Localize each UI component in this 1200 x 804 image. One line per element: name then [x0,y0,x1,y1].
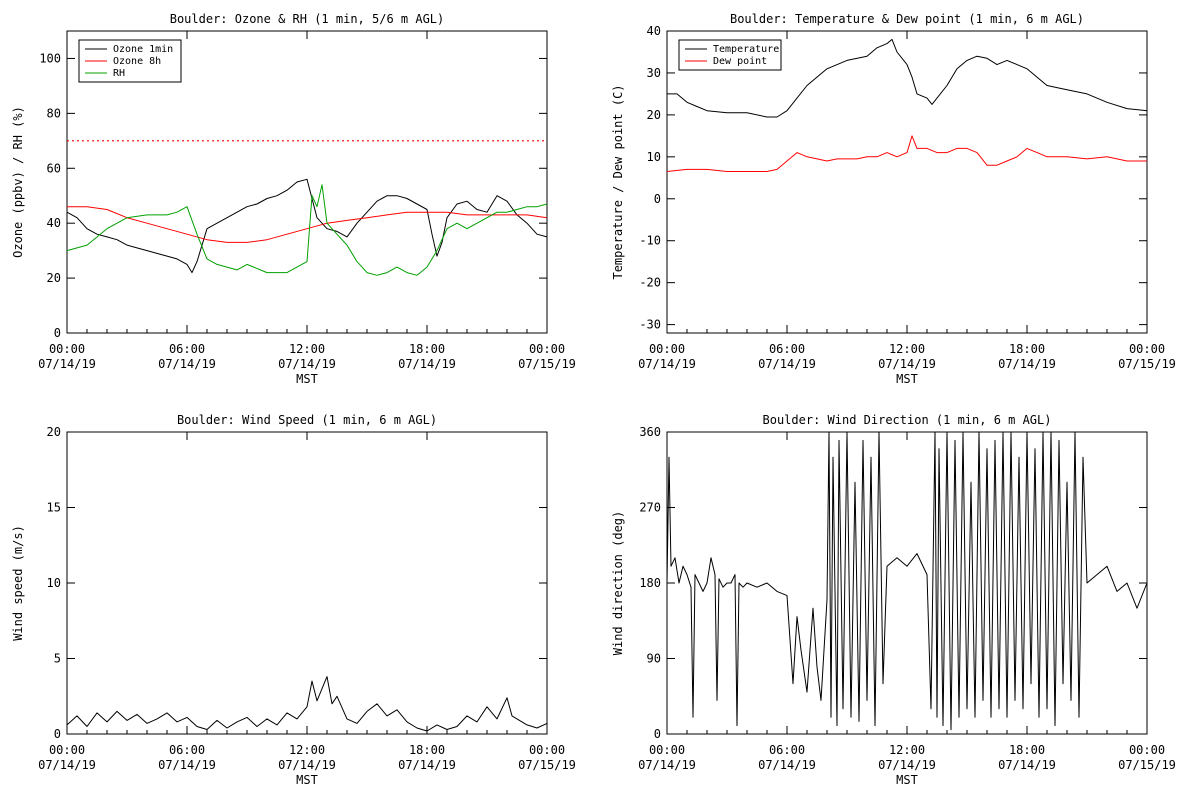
y-axis-label: Temperature / Dew point (C) [611,84,625,279]
y-tick-label: -20 [639,276,661,290]
x-tick-label-time: 00:00 [649,743,685,757]
x-tick-label-date: 07/14/19 [878,357,936,371]
series-line-rh [66,184,548,276]
y-tick-label: 0 [654,192,661,206]
series-line-dew-point [666,135,1147,172]
legend-label: Ozone 8h [113,56,161,67]
y-tick-label: 40 [47,216,61,230]
y-tick-label: 0 [54,326,61,340]
x-tick-label-date: 07/15/19 [1118,357,1176,371]
x-tick-label-date: 07/14/19 [38,758,96,772]
x-tick-label-time: 12:00 [889,342,925,356]
chart-panel-3 [66,431,548,735]
y-axis-label: Wind speed (m/s) [11,525,25,641]
x-tick-label-time: 06:00 [769,743,805,757]
chart-panel-1 [66,30,548,334]
x-tick-label-time: 18:00 [409,743,445,757]
x-tick-label-date: 07/14/19 [638,357,696,371]
legend-label: RH [113,68,125,79]
x-tick-label-time: 06:00 [169,743,205,757]
y-tick-label: 90 [647,652,661,666]
y-tick-label: 5 [54,652,61,666]
y-tick-label: 40 [647,24,661,38]
y-tick-label: 30 [647,66,661,80]
y-tick-label: 0 [54,727,61,741]
y-tick-label: 100 [39,51,61,65]
x-tick-label-date: 07/15/19 [518,357,576,371]
x-tick-label-time: 18:00 [409,342,445,356]
x-tick-label-time: 12:00 [289,743,325,757]
x-tick-label-time: 00:00 [49,743,85,757]
chart-title: Boulder: Wind Speed (1 min, 6 m AGL) [177,413,437,427]
x-tick-label-date: 07/14/19 [158,758,216,772]
series-line-ozone-8h [67,206,548,243]
y-axis-label: Ozone (ppbv) / RH (%) [11,106,25,258]
x-tick-label-date: 07/14/19 [278,357,336,371]
x-tick-label-date: 07/14/19 [278,758,336,772]
y-tick-label: 10 [647,150,661,164]
y-tick-label: 80 [47,106,61,120]
y-tick-label: 15 [47,501,61,515]
series-line-1 [66,676,548,732]
x-tick-label-time: 00:00 [649,342,685,356]
chart-panel-4 [666,431,1148,735]
y-tick-label: 20 [47,271,61,285]
y-tick-label: 360 [639,425,661,439]
x-tick-label-time: 18:00 [1009,342,1045,356]
x-tick-label-date: 07/15/19 [518,758,576,772]
x-tick-label-time: 00:00 [529,743,565,757]
x-tick-label-date: 07/14/19 [998,758,1056,772]
y-tick-label: 270 [639,501,661,515]
y-tick-label: -30 [639,318,661,332]
y-tick-label: 10 [47,576,61,590]
x-tick-label-time: 06:00 [169,342,205,356]
x-tick-label-time: 00:00 [1129,743,1165,757]
x-tick-label-time: 00:00 [529,342,565,356]
legend-label: Dew point [713,56,767,67]
y-tick-label: 180 [639,576,661,590]
x-tick-label-date: 07/14/19 [758,758,816,772]
x-tick-label-date: 07/14/19 [998,357,1056,371]
series-line-temperature [667,38,1148,118]
x-tick-label-date: 07/14/19 [878,758,936,772]
x-tick-label-date: 07/14/19 [758,357,816,371]
chart-title: Boulder: Wind Direction (1 min, 6 m AGL) [763,413,1052,427]
y-tick-label: 60 [47,161,61,175]
x-tick-label-time: 00:00 [1129,342,1165,356]
x-tick-label-time: 18:00 [1009,743,1045,757]
y-tick-label: -10 [639,234,661,248]
x-axis-label: MST [896,773,918,787]
y-tick-label: 20 [47,425,61,439]
legend-box [678,39,782,71]
x-axis-label: MST [896,372,918,386]
x-tick-label-date: 07/14/19 [638,758,696,772]
series-line-1 [666,431,1148,731]
x-tick-label-date: 07/14/19 [38,357,96,371]
y-tick-label: 0 [654,727,661,741]
chart-panel-2 [666,30,1148,334]
chart-title: Boulder: Ozone & RH (1 min, 5/6 m AGL) [170,12,445,26]
x-tick-label-time: 06:00 [769,342,805,356]
x-axis-label: MST [296,773,318,787]
chart-title: Boulder: Temperature & Dew point (1 min,… [730,12,1084,26]
x-axis-label: MST [296,372,318,386]
x-tick-label-time: 12:00 [289,342,325,356]
x-tick-label-date: 07/15/19 [1118,758,1176,772]
y-axis-label: Wind direction (deg) [611,511,625,656]
x-tick-label-date: 07/14/19 [398,357,456,371]
legend-label: Ozone 1min [113,44,173,55]
x-tick-label-time: 00:00 [49,342,85,356]
y-tick-label: 20 [647,108,661,122]
legend-label: Temperature [713,44,779,55]
x-tick-label-date: 07/14/19 [158,357,216,371]
x-tick-label-time: 12:00 [889,743,925,757]
x-tick-label-date: 07/14/19 [398,758,456,772]
